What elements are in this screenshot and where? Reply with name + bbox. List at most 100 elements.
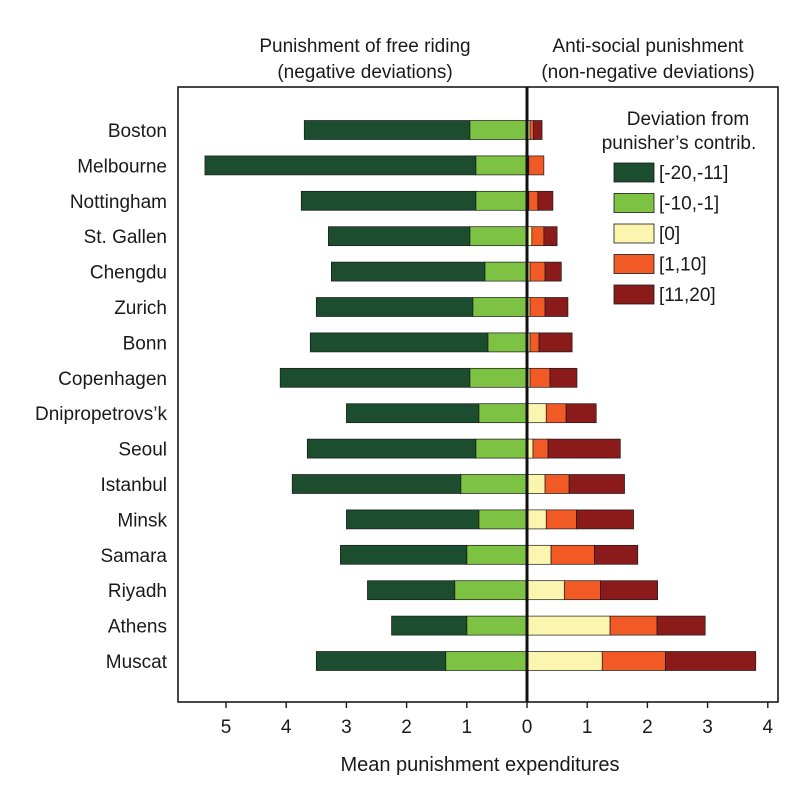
right-header-line-2: (non-negative deviations) — [541, 62, 754, 83]
bar-segment — [291, 474, 462, 494]
bar-segment — [204, 155, 477, 176]
category-label: Minsk — [117, 510, 167, 531]
bar-segment — [529, 367, 551, 388]
category-label: Dnipropetrovs’k — [35, 404, 167, 425]
bar-segment — [529, 120, 534, 140]
x-tick-label: 2 — [401, 717, 412, 738]
bar-segment — [656, 615, 706, 636]
bar-segment — [529, 332, 540, 353]
bar-segment — [537, 190, 554, 211]
bar-segment — [526, 474, 546, 494]
legend-title-line-1: Deviation from — [627, 109, 750, 130]
bar-segment — [544, 261, 562, 282]
bar-segment — [549, 367, 578, 388]
legend-label: [1,10] — [659, 255, 707, 276]
category-label: Athens — [108, 617, 167, 638]
category-label: Bonn — [123, 333, 167, 354]
bar-segment — [454, 580, 528, 601]
bar-segment — [526, 544, 552, 565]
bars-group — [204, 120, 757, 671]
bar-segment — [545, 509, 577, 530]
bar-segment — [543, 226, 558, 247]
bar-segment — [306, 438, 477, 459]
bar-segment — [544, 297, 569, 317]
bar-segment — [547, 438, 621, 459]
category-label: Istanbul — [100, 475, 167, 496]
bar-segment — [487, 332, 528, 353]
bar-segment — [529, 261, 546, 282]
category-label: Chengdu — [90, 263, 167, 284]
category-label: Melbourne — [77, 156, 167, 177]
bar-segment — [526, 651, 603, 671]
bar-segment — [576, 509, 634, 530]
bar-segment — [478, 509, 528, 530]
category-label: Samara — [100, 546, 167, 567]
legend-title-line-2: punisher’s contrib. — [602, 133, 757, 154]
bar-segment — [526, 580, 565, 601]
bar-segment — [475, 190, 528, 211]
bar-segment — [466, 615, 528, 636]
bar-segment — [665, 651, 757, 671]
bar-segment — [469, 120, 528, 140]
bar-segment — [346, 403, 480, 424]
category-label: Nottingham — [70, 192, 167, 213]
x-axis-label: Mean punishment expenditures — [340, 754, 619, 776]
bar-segment — [528, 190, 539, 211]
category-label: Muscat — [106, 652, 168, 673]
left-header-line-1: Punishment of free riding — [259, 36, 470, 57]
bar-segment — [466, 544, 528, 565]
category-label: Copenhagen — [58, 369, 167, 390]
category-labels-group: Boston Melbourne Nottingham St. Gallen Cheng… — [35, 121, 168, 673]
bar-segment — [340, 544, 468, 565]
bar-segment — [533, 120, 543, 140]
category-label: Riyadh — [108, 581, 167, 602]
bar-segment — [460, 474, 528, 494]
bar-segment — [594, 544, 639, 565]
x-tick-label: 3 — [341, 717, 352, 738]
bar-segment — [469, 367, 528, 388]
bar-segment — [315, 297, 474, 317]
legend-swatch — [613, 254, 655, 274]
legend-swatch — [613, 284, 655, 305]
bar-segment — [529, 297, 546, 317]
category-label: St. Gallen — [84, 227, 167, 248]
bar-segment — [315, 651, 447, 671]
bar-segment — [472, 297, 528, 317]
bar-segment — [346, 509, 480, 530]
legend-swatch — [613, 223, 655, 244]
bar-segment — [563, 580, 601, 601]
legend-label: [-20,-11] — [659, 163, 728, 184]
bar-segment — [475, 155, 528, 176]
legend-label: [11,20] — [659, 285, 716, 306]
bar-segment — [478, 403, 528, 424]
x-tick-label: 1 — [462, 717, 473, 738]
bar-segment — [279, 367, 471, 388]
x-tick-label: 4 — [281, 717, 292, 738]
bar-segment — [475, 438, 528, 459]
left-header-line-2: (negative deviations) — [277, 62, 452, 83]
bar-segment — [303, 120, 471, 140]
bar-segment — [327, 226, 471, 247]
x-tick-label: 1 — [582, 717, 593, 738]
x-tick-label: 3 — [702, 717, 713, 738]
legend-swatch — [613, 193, 655, 213]
x-tick-label: 5 — [221, 717, 232, 738]
bar-segment — [544, 474, 570, 494]
legend-label: [-10,-1] — [659, 194, 719, 215]
bar-segment — [331, 261, 486, 282]
bar-segment — [445, 651, 528, 671]
bar-segment — [601, 651, 666, 671]
x-tick-label: 4 — [763, 717, 774, 738]
bar-segment — [484, 261, 528, 282]
legend-items-group: [-20,-11] [-10,-1] [0] [1,10] [11,20] — [613, 162, 728, 306]
bar-segment — [526, 615, 611, 636]
x-tick-label: 2 — [642, 717, 653, 738]
bar-segment — [526, 403, 547, 424]
bar-segment — [550, 544, 595, 565]
bar-segment — [469, 226, 528, 247]
bar-segment — [367, 580, 456, 601]
x-ticks-group: 5 4 3 2 1 0 1 2 3 4 — [221, 702, 774, 738]
bar-segment — [526, 509, 547, 530]
legend-label: [0] — [659, 224, 680, 245]
